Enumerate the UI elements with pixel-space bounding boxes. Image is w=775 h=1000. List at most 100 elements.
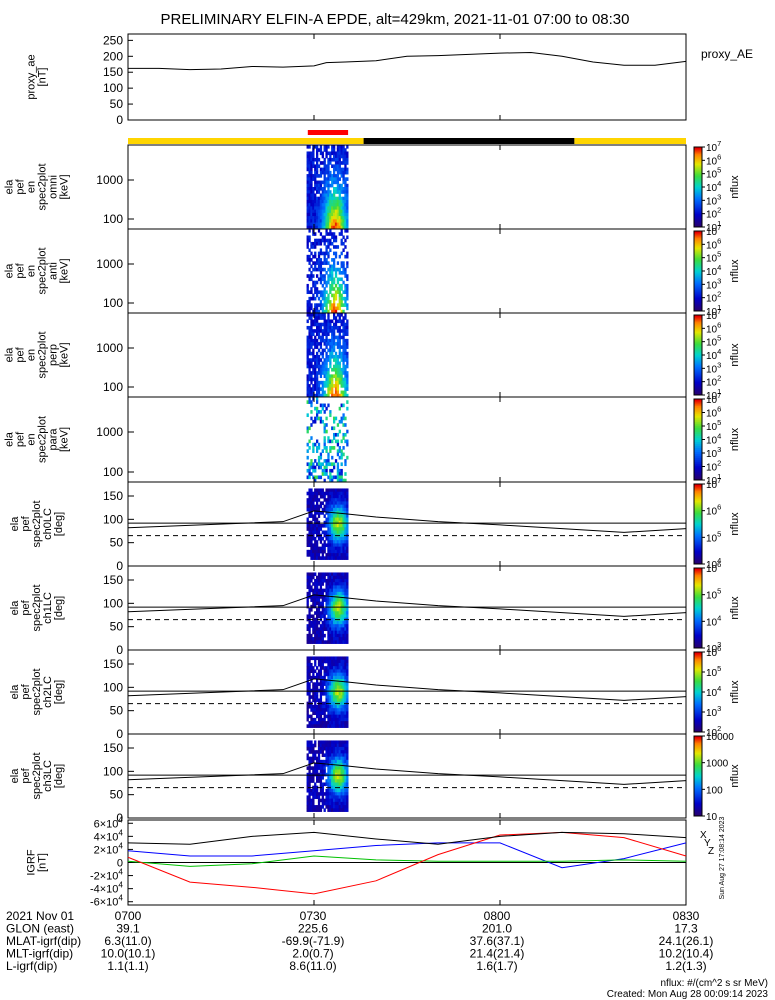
heatmap-cell: [317, 672, 321, 677]
ylabel-line: ela: [4, 179, 16, 195]
heatmap-cell: [314, 708, 317, 712]
heatmap-cell: [310, 216, 313, 220]
heatmap-cell: [342, 303, 345, 307]
colorbar-cell: [694, 716, 702, 719]
heatmap-cell: [323, 319, 326, 324]
heatmap-cell: [308, 238, 311, 243]
heatmap-cell: [314, 756, 317, 761]
heatmap-cell: [312, 367, 315, 372]
footer-row-value: 24.1(26.1): [659, 934, 714, 948]
heatmap-cell: [314, 792, 317, 796]
heatmap-cell: [310, 374, 313, 379]
heatmap-cell: [317, 371, 321, 375]
heatmap-cell: [327, 157, 330, 162]
heatmap-cell: [306, 766, 309, 770]
colorbar-cell: [694, 165, 702, 168]
heatmap-cell: [344, 177, 347, 181]
heatmap-cell: [325, 608, 328, 612]
heatmap-cell: [329, 514, 332, 518]
ylabel-line: ela: [4, 431, 16, 447]
heatmap-cell: [316, 759, 319, 764]
heatmap-cell: [346, 387, 349, 391]
heatmap-cell: [342, 808, 345, 812]
heatmap-cell: [308, 633, 311, 638]
heatmap-cell: [327, 238, 330, 243]
heatmap-cell: [346, 675, 349, 680]
heatmap-cell: [342, 145, 345, 149]
heatmap-cell: [346, 274, 349, 278]
heatmap-cell: [314, 782, 317, 787]
colorbar-tick-label: 106: [706, 320, 721, 335]
heatmap-cell: [319, 167, 323, 172]
heatmap-cell: [340, 782, 343, 787]
heatmap-cell: [332, 355, 336, 359]
heatmap-cell: [321, 588, 324, 593]
heatmap-cell: [316, 416, 319, 421]
heatmap-cell: [338, 675, 341, 680]
heatmap-cell: [327, 598, 330, 602]
heatmap-cell: [340, 679, 343, 683]
heatmap-cell: [338, 212, 341, 217]
heatmap-cell: [336, 393, 340, 398]
heatmap-cell: [312, 614, 315, 619]
heatmap-cell: [327, 232, 330, 236]
heatmap-cell: [323, 540, 326, 544]
heatmap-cell: [334, 380, 338, 385]
heatmap-cell: [312, 598, 315, 602]
heatmap-cell: [316, 358, 319, 362]
heatmap-cell: [338, 692, 341, 696]
heatmap-cell: [336, 219, 340, 223]
heatmap-cell: [319, 241, 323, 246]
heatmap-cell: [336, 779, 340, 783]
heatmap-cell: [314, 763, 317, 767]
heatmap-cell: [308, 692, 311, 696]
heatmap-cell: [308, 387, 311, 391]
heatmap-cell: [346, 753, 349, 758]
heatmap-cell: [331, 717, 334, 722]
heatmap-cell: [316, 611, 319, 615]
colorbar-cell: [694, 359, 702, 362]
heatmap-cell: [346, 504, 349, 509]
heatmap-cell: [329, 225, 332, 230]
colorbar-cell: [694, 682, 702, 685]
colorbar-cell: [694, 704, 702, 707]
heatmap-cell: [338, 157, 341, 162]
heatmap-cell: [336, 698, 340, 703]
heatmap-cell: [342, 782, 345, 787]
heatmap-cell: [331, 478, 334, 483]
heatmap-cell: [314, 296, 317, 301]
heatmap-cell: [319, 462, 323, 467]
heatmap-cell: [316, 361, 319, 366]
heatmap-cell: [316, 413, 319, 418]
heatmap-cell: [308, 371, 311, 375]
heatmap-cell: [308, 384, 311, 388]
heatmap-cell: [336, 672, 340, 677]
heatmap-cell: [346, 351, 349, 356]
heatmap-cell: [334, 782, 338, 787]
heatmap-cell: [317, 364, 321, 369]
heatmap-cell: [308, 656, 311, 661]
heatmap-cell: [310, 721, 313, 725]
heatmap-cell: [332, 756, 336, 761]
heatmap-cell: [342, 553, 345, 557]
heatmap-cell: [340, 805, 343, 809]
heatmap-cell: [329, 446, 332, 450]
heatmap-cell: [317, 776, 321, 780]
heatmap-cell: [327, 384, 330, 388]
heatmap-cell: [317, 251, 321, 256]
heatmap-cell: [310, 319, 313, 324]
ylabel-line: pef: [15, 262, 27, 278]
heatmap-cell: [312, 296, 315, 301]
heatmap-cell: [312, 524, 315, 528]
heatmap-cell: [327, 319, 330, 324]
heatmap-cell: [317, 342, 321, 346]
colorbar-cell: [694, 279, 702, 282]
heatmap-cell: [323, 358, 326, 362]
heatmap-cell: [308, 759, 311, 764]
heatmap-cell: [336, 287, 340, 291]
ylabel-line: ela: [9, 516, 21, 532]
heatmap-cell: [317, 196, 321, 201]
heatmap-cell: [336, 245, 340, 249]
heatmap-cell: [317, 511, 321, 515]
heatmap-cell: [312, 595, 315, 599]
